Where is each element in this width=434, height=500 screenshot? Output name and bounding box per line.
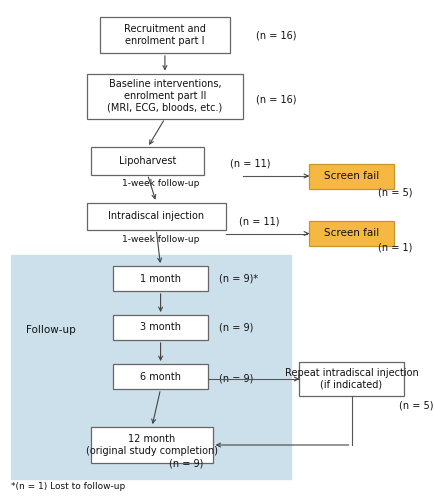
Text: (n = 5): (n = 5) <box>378 188 412 198</box>
Text: (n = 11): (n = 11) <box>230 158 270 168</box>
Text: Repeat intradiscal injection
(if indicated): Repeat intradiscal injection (if indicat… <box>285 368 418 390</box>
FancyBboxPatch shape <box>113 266 208 291</box>
Text: Recruitment and
enrolment part I: Recruitment and enrolment part I <box>124 24 206 46</box>
FancyBboxPatch shape <box>11 255 291 479</box>
Text: Screen fail: Screen fail <box>324 228 379 238</box>
Text: (n = 9): (n = 9) <box>219 322 253 332</box>
Text: Baseline interventions,
enrolment part II
(MRI, ECG, bloods, etc.): Baseline interventions, enrolment part I… <box>107 80 223 112</box>
FancyBboxPatch shape <box>87 202 226 230</box>
Text: 1-week follow-up: 1-week follow-up <box>122 234 199 244</box>
Text: Intradiscal injection: Intradiscal injection <box>108 211 204 221</box>
FancyBboxPatch shape <box>309 221 394 246</box>
Text: 6 month: 6 month <box>140 372 181 382</box>
Text: (n = 9): (n = 9) <box>219 374 253 384</box>
FancyBboxPatch shape <box>299 362 404 396</box>
Text: (n = 9)*: (n = 9)* <box>219 274 258 283</box>
FancyBboxPatch shape <box>91 148 204 174</box>
FancyBboxPatch shape <box>113 315 208 340</box>
Text: 12 month
(original study completion): 12 month (original study completion) <box>86 434 218 456</box>
FancyBboxPatch shape <box>309 164 394 188</box>
Text: (n = 5): (n = 5) <box>399 401 434 411</box>
Text: (n = 1): (n = 1) <box>378 242 412 252</box>
Text: (n = 16): (n = 16) <box>256 30 296 40</box>
FancyBboxPatch shape <box>113 364 208 389</box>
FancyBboxPatch shape <box>87 74 243 118</box>
Text: *(n = 1) Lost to follow-up: *(n = 1) Lost to follow-up <box>11 482 125 491</box>
Text: 1 month: 1 month <box>140 274 181 283</box>
FancyBboxPatch shape <box>91 427 213 463</box>
Text: 3 month: 3 month <box>140 322 181 332</box>
Text: (n = 16): (n = 16) <box>256 95 296 105</box>
Text: (n = 11): (n = 11) <box>239 216 279 226</box>
Text: Screen fail: Screen fail <box>324 171 379 181</box>
FancyBboxPatch shape <box>100 17 230 53</box>
Text: (n = 9): (n = 9) <box>169 459 204 469</box>
Text: 1-week follow-up: 1-week follow-up <box>122 180 199 188</box>
Text: Follow-up: Follow-up <box>26 325 76 335</box>
Text: Lipoharvest: Lipoharvest <box>119 156 176 166</box>
